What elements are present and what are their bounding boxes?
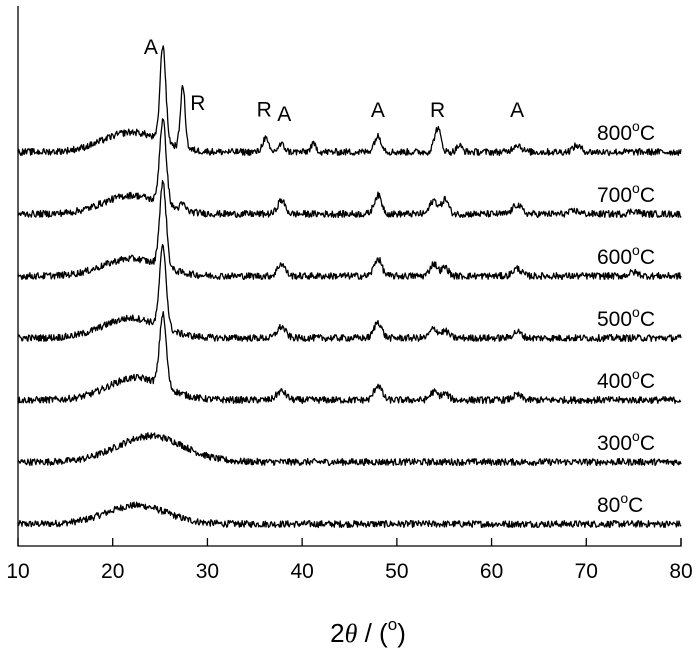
series-label-400C: 400oC bbox=[597, 366, 655, 393]
series-label-700C: 700oC bbox=[597, 180, 655, 207]
peak-annotation-A-3: A bbox=[277, 103, 291, 126]
series-labels: 80oC 300oC 400oC 500oC 600oC 700oC 800oC bbox=[597, 118, 655, 517]
series-label-500C: 500oC bbox=[597, 304, 655, 331]
peak-annotations: AR R A A R A bbox=[144, 36, 524, 126]
peak-annotation-R-1: R bbox=[190, 92, 205, 115]
trace-80C bbox=[17, 501, 682, 529]
x-tick-label-80: 80 bbox=[669, 560, 692, 583]
series-label-800C: 800oC bbox=[597, 118, 655, 145]
series-label-80C: 80oC bbox=[597, 490, 643, 517]
x-tick-label-70: 70 bbox=[575, 560, 598, 583]
x-axis-title: 2θ / (o) bbox=[330, 615, 406, 648]
x-tick-label-30: 30 bbox=[196, 560, 219, 583]
peak-annotation-A-4: A bbox=[371, 99, 385, 122]
x-tick-label-10: 10 bbox=[6, 560, 29, 583]
x-tick-label-40: 40 bbox=[290, 560, 313, 583]
xrd-traces bbox=[17, 45, 682, 529]
trace-300C bbox=[17, 432, 682, 467]
x-axis-ticks: 10 20 30 40 50 60 70 80 bbox=[6, 538, 693, 583]
x-tick-label-60: 60 bbox=[480, 560, 503, 583]
x-tick-label-20: 20 bbox=[101, 560, 124, 583]
peak-annotation-A-0: A bbox=[144, 36, 158, 59]
series-label-300C: 300oC bbox=[597, 428, 655, 455]
peak-annotation-R-5: R bbox=[430, 99, 445, 122]
trace-500C bbox=[17, 243, 682, 343]
peak-annotation-A-6: A bbox=[510, 99, 524, 122]
trace-600C bbox=[17, 180, 682, 281]
series-label-600C: 600oC bbox=[597, 242, 655, 269]
trace-800C bbox=[17, 45, 682, 157]
trace-400C bbox=[17, 311, 682, 405]
x-tick-label-50: 50 bbox=[385, 560, 408, 583]
peak-annotation-R-2: R bbox=[257, 99, 272, 122]
trace-700C bbox=[17, 118, 682, 219]
